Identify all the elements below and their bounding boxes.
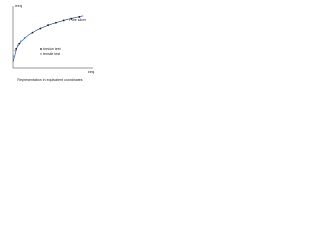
point: [14, 49, 17, 52]
chart: σeq εeq Representation in equivalent coo…: [12, 3, 94, 82]
point: [12, 55, 15, 58]
point: [70, 17, 73, 20]
caption: Representation in equivalent coordinates: [17, 78, 82, 82]
curve-label: Pure silver: [69, 18, 87, 22]
point: [18, 42, 21, 45]
y-axis-label: σeq: [15, 3, 22, 8]
legend-label: tensile test: [43, 52, 60, 56]
legend-label: torsion test: [43, 47, 61, 51]
point: [55, 21, 57, 24]
x-axis-label: εeq: [88, 69, 94, 74]
legend-marker: [40, 53, 42, 55]
point: [15, 47, 18, 50]
point: [31, 31, 34, 34]
point: [62, 19, 65, 22]
point: [47, 24, 49, 26]
point: [39, 27, 42, 30]
point: [16, 44, 19, 47]
point: [78, 16, 81, 18]
legend-marker: [40, 48, 42, 50]
point: [19, 40, 22, 43]
point: [23, 36, 26, 39]
